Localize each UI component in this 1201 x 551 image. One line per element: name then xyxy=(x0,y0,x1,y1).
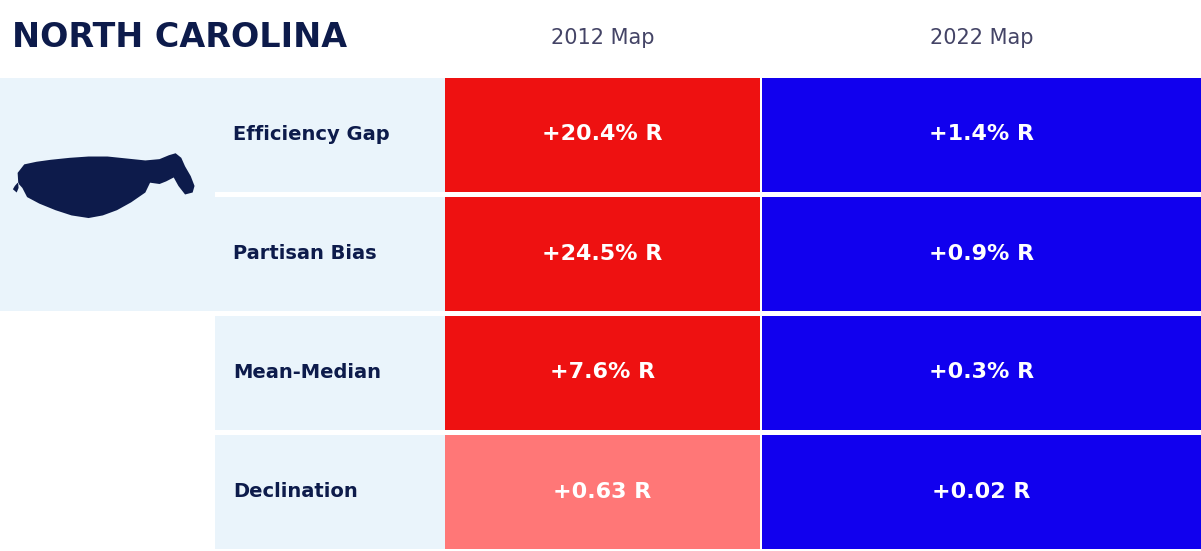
Text: +7.6% R: +7.6% R xyxy=(550,363,655,382)
Text: +0.3% R: +0.3% R xyxy=(928,363,1034,382)
Text: +0.63 R: +0.63 R xyxy=(554,482,652,501)
FancyBboxPatch shape xyxy=(761,316,1201,429)
FancyBboxPatch shape xyxy=(446,197,760,311)
Text: NORTH CAROLINA: NORTH CAROLINA xyxy=(12,21,347,54)
Text: Partisan Bias: Partisan Bias xyxy=(233,244,377,263)
Text: 2012 Map: 2012 Map xyxy=(551,28,655,47)
FancyBboxPatch shape xyxy=(0,78,215,311)
Text: Mean-Median: Mean-Median xyxy=(233,363,381,382)
Text: +24.5% R: +24.5% R xyxy=(543,244,663,263)
Text: +0.02 R: +0.02 R xyxy=(932,482,1030,501)
Polygon shape xyxy=(13,153,195,218)
FancyBboxPatch shape xyxy=(215,197,446,311)
Text: +0.9% R: +0.9% R xyxy=(928,244,1034,263)
FancyBboxPatch shape xyxy=(761,78,1201,192)
FancyBboxPatch shape xyxy=(446,78,760,192)
FancyBboxPatch shape xyxy=(446,435,760,548)
FancyBboxPatch shape xyxy=(215,316,446,429)
Text: Declination: Declination xyxy=(233,482,358,501)
FancyBboxPatch shape xyxy=(761,435,1201,548)
FancyBboxPatch shape xyxy=(215,435,446,548)
FancyBboxPatch shape xyxy=(215,78,446,192)
FancyBboxPatch shape xyxy=(446,316,760,429)
Text: +1.4% R: +1.4% R xyxy=(930,125,1034,144)
Text: Efficiency Gap: Efficiency Gap xyxy=(233,125,389,144)
Text: +20.4% R: +20.4% R xyxy=(542,125,663,144)
FancyBboxPatch shape xyxy=(761,197,1201,311)
Text: 2022 Map: 2022 Map xyxy=(930,28,1033,47)
